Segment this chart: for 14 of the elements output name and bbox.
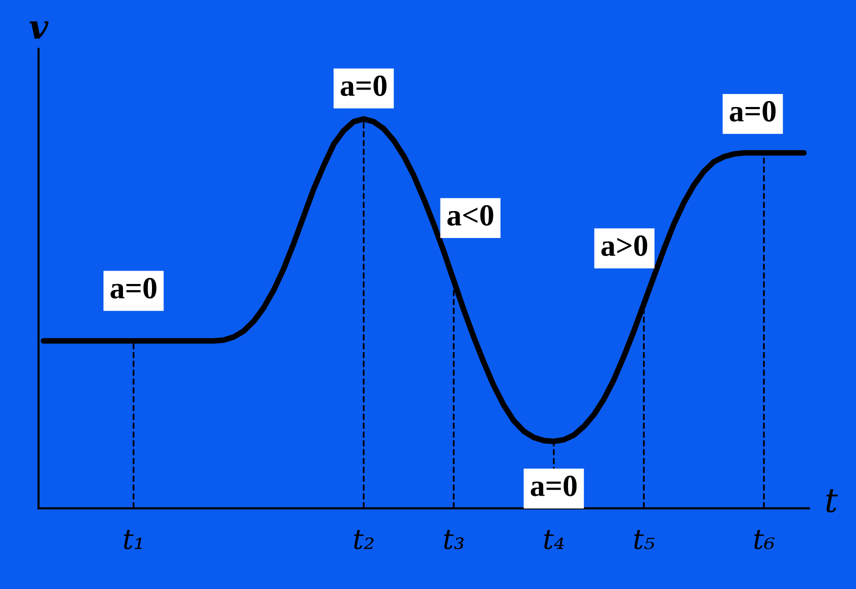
x-tick-label: t₁ [124, 530, 142, 550]
x-tick-label: t₂ [354, 530, 374, 550]
annotation: a=0 [530, 476, 577, 496]
x-axis-title: t [826, 489, 838, 512]
y-axis-title: v [30, 21, 48, 39]
annotation: a<0 [447, 205, 494, 226]
x-tick-label: t₄ [544, 530, 564, 550]
x-tick-label: t₆ [754, 530, 775, 550]
x-tick-label: t₃ [444, 530, 464, 550]
annotation: a=0 [110, 278, 156, 299]
annotation: a>0 [601, 235, 648, 256]
annotation: a=0 [730, 100, 776, 122]
annotation: a=0 [340, 75, 387, 96]
x-tick-label: t₅ [634, 530, 655, 550]
